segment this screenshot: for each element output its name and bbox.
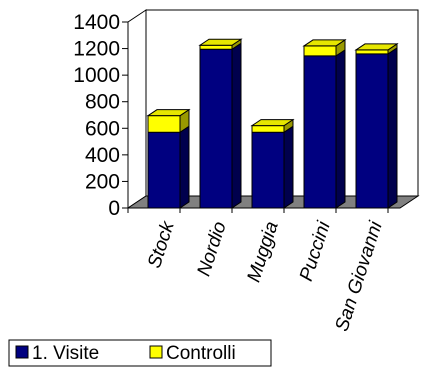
bar-san-giovanni-visite [355,46,398,209]
y-tick-label: 400 [85,144,120,167]
x-label-nordio: Nordio [193,219,230,279]
bar-puccini-controlli [302,38,347,57]
x-label-muggia: Muggia [244,219,283,285]
y-tick-label: 200 [85,170,120,193]
y-tick-label: 1200 [73,38,120,61]
bar-puccini-visite [303,48,346,209]
x-label-san-giovanni: San Giovanni [332,218,387,334]
bar-stock-visite [147,125,190,209]
legend-swatch-controlli [149,345,163,359]
y-tick-label: 1400 [73,11,120,34]
y-tick-label: 1000 [73,64,120,87]
y-axis: 0 200 400 600 800 1000 1200 1400 [73,11,389,220]
legend-label-visite: 1. Visite [32,343,99,364]
legend-box [8,339,272,367]
bar-san-giovanni-controlli [354,42,399,55]
y-tick-label: 800 [85,91,120,114]
bar-muggia-controlli [250,118,295,134]
side-wall [127,9,147,209]
legend-label-controlli: Controlli [166,343,236,364]
bar-nordio-controlli [198,38,243,51]
legend-swatch-visite [15,345,29,359]
x-label-stock: Stock [144,218,179,271]
x-label-puccini: Puccini [296,218,335,283]
bars [146,38,399,209]
bar-muggia-visite [251,125,294,209]
y-tick-label: 0 [108,197,120,220]
legend: 1. Visite Controlli [8,339,272,367]
bar-nordio-visite [199,42,242,209]
bar-stock-controlli [146,108,191,134]
y-tick-label: 600 [85,117,120,140]
